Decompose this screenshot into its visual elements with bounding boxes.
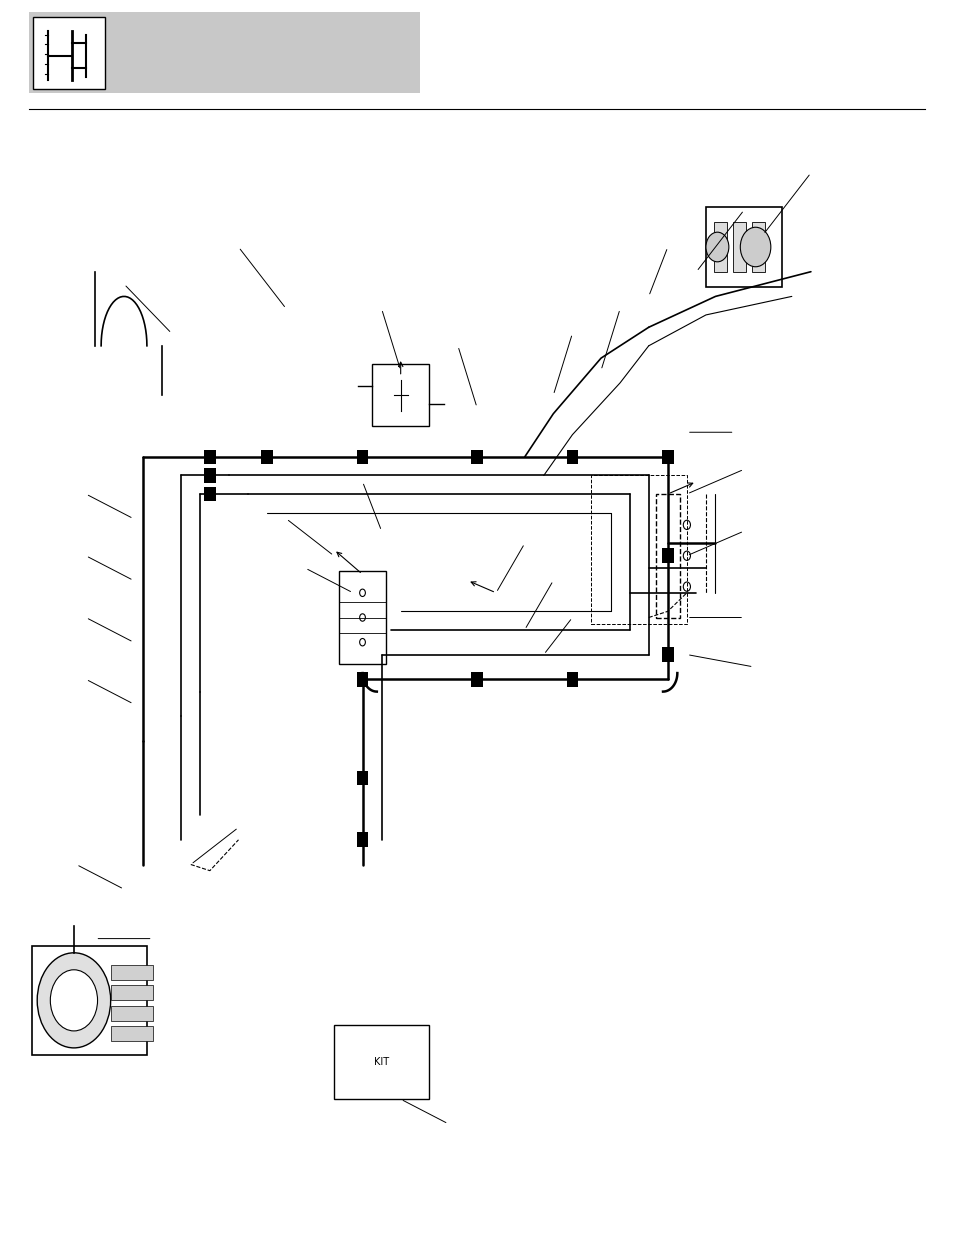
Bar	[356, 771, 368, 785]
Bar	[261, 450, 273, 464]
Bar	[338, 571, 386, 664]
Circle shape	[37, 953, 111, 1047]
Circle shape	[740, 227, 770, 267]
Circle shape	[682, 551, 690, 561]
Bar	[111, 986, 152, 1000]
Bar	[356, 672, 368, 687]
Bar	[566, 450, 578, 464]
Circle shape	[51, 969, 97, 1031]
Bar	[356, 832, 368, 847]
Bar	[751, 222, 764, 272]
Bar	[111, 965, 152, 981]
Circle shape	[682, 520, 690, 530]
Bar	[661, 450, 673, 464]
Circle shape	[705, 232, 728, 262]
Bar	[713, 222, 726, 272]
Bar	[111, 1005, 152, 1020]
Bar	[732, 222, 745, 272]
Bar	[33, 17, 105, 89]
Circle shape	[682, 582, 690, 592]
Bar	[334, 1025, 429, 1099]
Text: KIT: KIT	[374, 1057, 389, 1067]
Bar	[705, 207, 781, 287]
Bar	[204, 468, 215, 483]
Bar	[591, 475, 686, 624]
Bar	[471, 450, 482, 464]
Circle shape	[359, 589, 365, 597]
Bar	[661, 548, 673, 563]
Bar	[204, 487, 215, 501]
Bar	[111, 1026, 152, 1041]
Bar	[356, 450, 368, 464]
Circle shape	[359, 638, 365, 646]
Bar	[471, 672, 482, 687]
Bar	[372, 364, 429, 426]
Bar	[29, 12, 419, 93]
Bar	[661, 647, 673, 662]
Bar	[655, 494, 679, 618]
Circle shape	[359, 614, 365, 621]
Bar	[204, 450, 215, 464]
Bar	[566, 672, 578, 687]
Bar	[32, 946, 148, 1055]
